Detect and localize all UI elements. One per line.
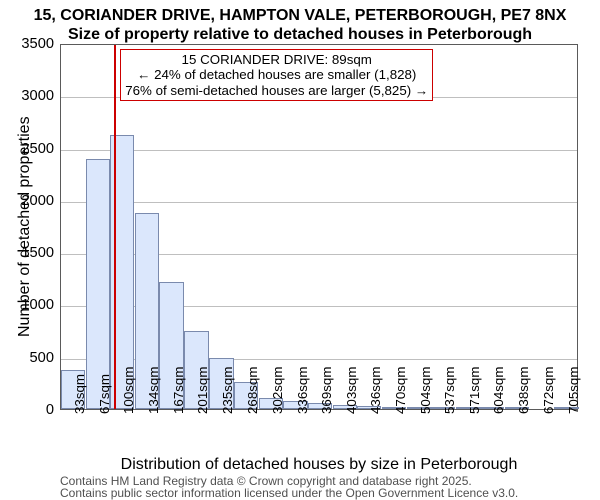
plot-area: 15 CORIANDER DRIVE: 89sqm← 24% of detach… — [60, 44, 578, 410]
chart-title-line-2: Size of property relative to detached ho… — [0, 25, 600, 44]
x-tick-label: 67sqm — [97, 374, 112, 414]
x-tick-label: 235sqm — [220, 367, 235, 414]
subject-property-marker — [114, 45, 116, 409]
y-tick-label: 2000 — [0, 193, 54, 209]
x-tick-label: 167sqm — [171, 367, 186, 414]
x-tick-label: 33sqm — [72, 374, 87, 414]
y-tick-label: 2500 — [0, 141, 54, 157]
chart-titles: 15, CORIANDER DRIVE, HAMPTON VALE, PETER… — [0, 6, 600, 44]
y-tick-label: 0 — [0, 402, 54, 418]
x-tick-label: 638sqm — [516, 367, 531, 414]
x-tick-label: 672sqm — [541, 367, 556, 414]
x-tick-label: 100sqm — [121, 367, 136, 414]
grid-line — [61, 150, 577, 151]
x-tick-label: 369sqm — [319, 367, 334, 414]
annotation-box: 15 CORIANDER DRIVE: 89sqm← 24% of detach… — [120, 49, 433, 101]
annotation-line: 76% of semi-detached houses are larger (… — [125, 83, 428, 98]
annotation-line: ← 24% of detached houses are smaller (1,… — [125, 67, 428, 82]
x-tick-label: 504sqm — [418, 367, 433, 414]
x-tick-label: 268sqm — [245, 367, 260, 414]
footer-line-2: Contains public sector information licen… — [60, 486, 518, 500]
property-size-chart: 15, CORIANDER DRIVE, HAMPTON VALE, PETER… — [0, 0, 600, 500]
x-tick-label: 201sqm — [195, 367, 210, 414]
x-tick-label: 302sqm — [270, 367, 285, 414]
x-tick-label: 604sqm — [491, 367, 506, 414]
x-tick-label: 470sqm — [393, 367, 408, 414]
x-tick-label: 134sqm — [146, 367, 161, 414]
y-tick-label: 500 — [0, 350, 54, 366]
grid-line — [61, 202, 577, 203]
chart-title-line-1: 15, CORIANDER DRIVE, HAMPTON VALE, PETER… — [0, 6, 600, 25]
x-tick-label: 403sqm — [344, 367, 359, 414]
x-tick-label: 336sqm — [295, 367, 310, 414]
x-tick-label: 571sqm — [467, 367, 482, 414]
x-tick-label: 436sqm — [368, 367, 383, 414]
y-tick-label: 1000 — [0, 297, 54, 313]
x-tick-label: 705sqm — [566, 367, 581, 414]
y-tick-label: 3000 — [0, 88, 54, 104]
y-tick-label: 3500 — [0, 36, 54, 52]
y-tick-label: 1500 — [0, 245, 54, 261]
x-tick-label: 537sqm — [442, 367, 457, 414]
x-axis-label: Distribution of detached houses by size … — [60, 456, 578, 474]
annotation-line: 15 CORIANDER DRIVE: 89sqm — [125, 52, 428, 67]
histogram-bar — [86, 159, 110, 409]
